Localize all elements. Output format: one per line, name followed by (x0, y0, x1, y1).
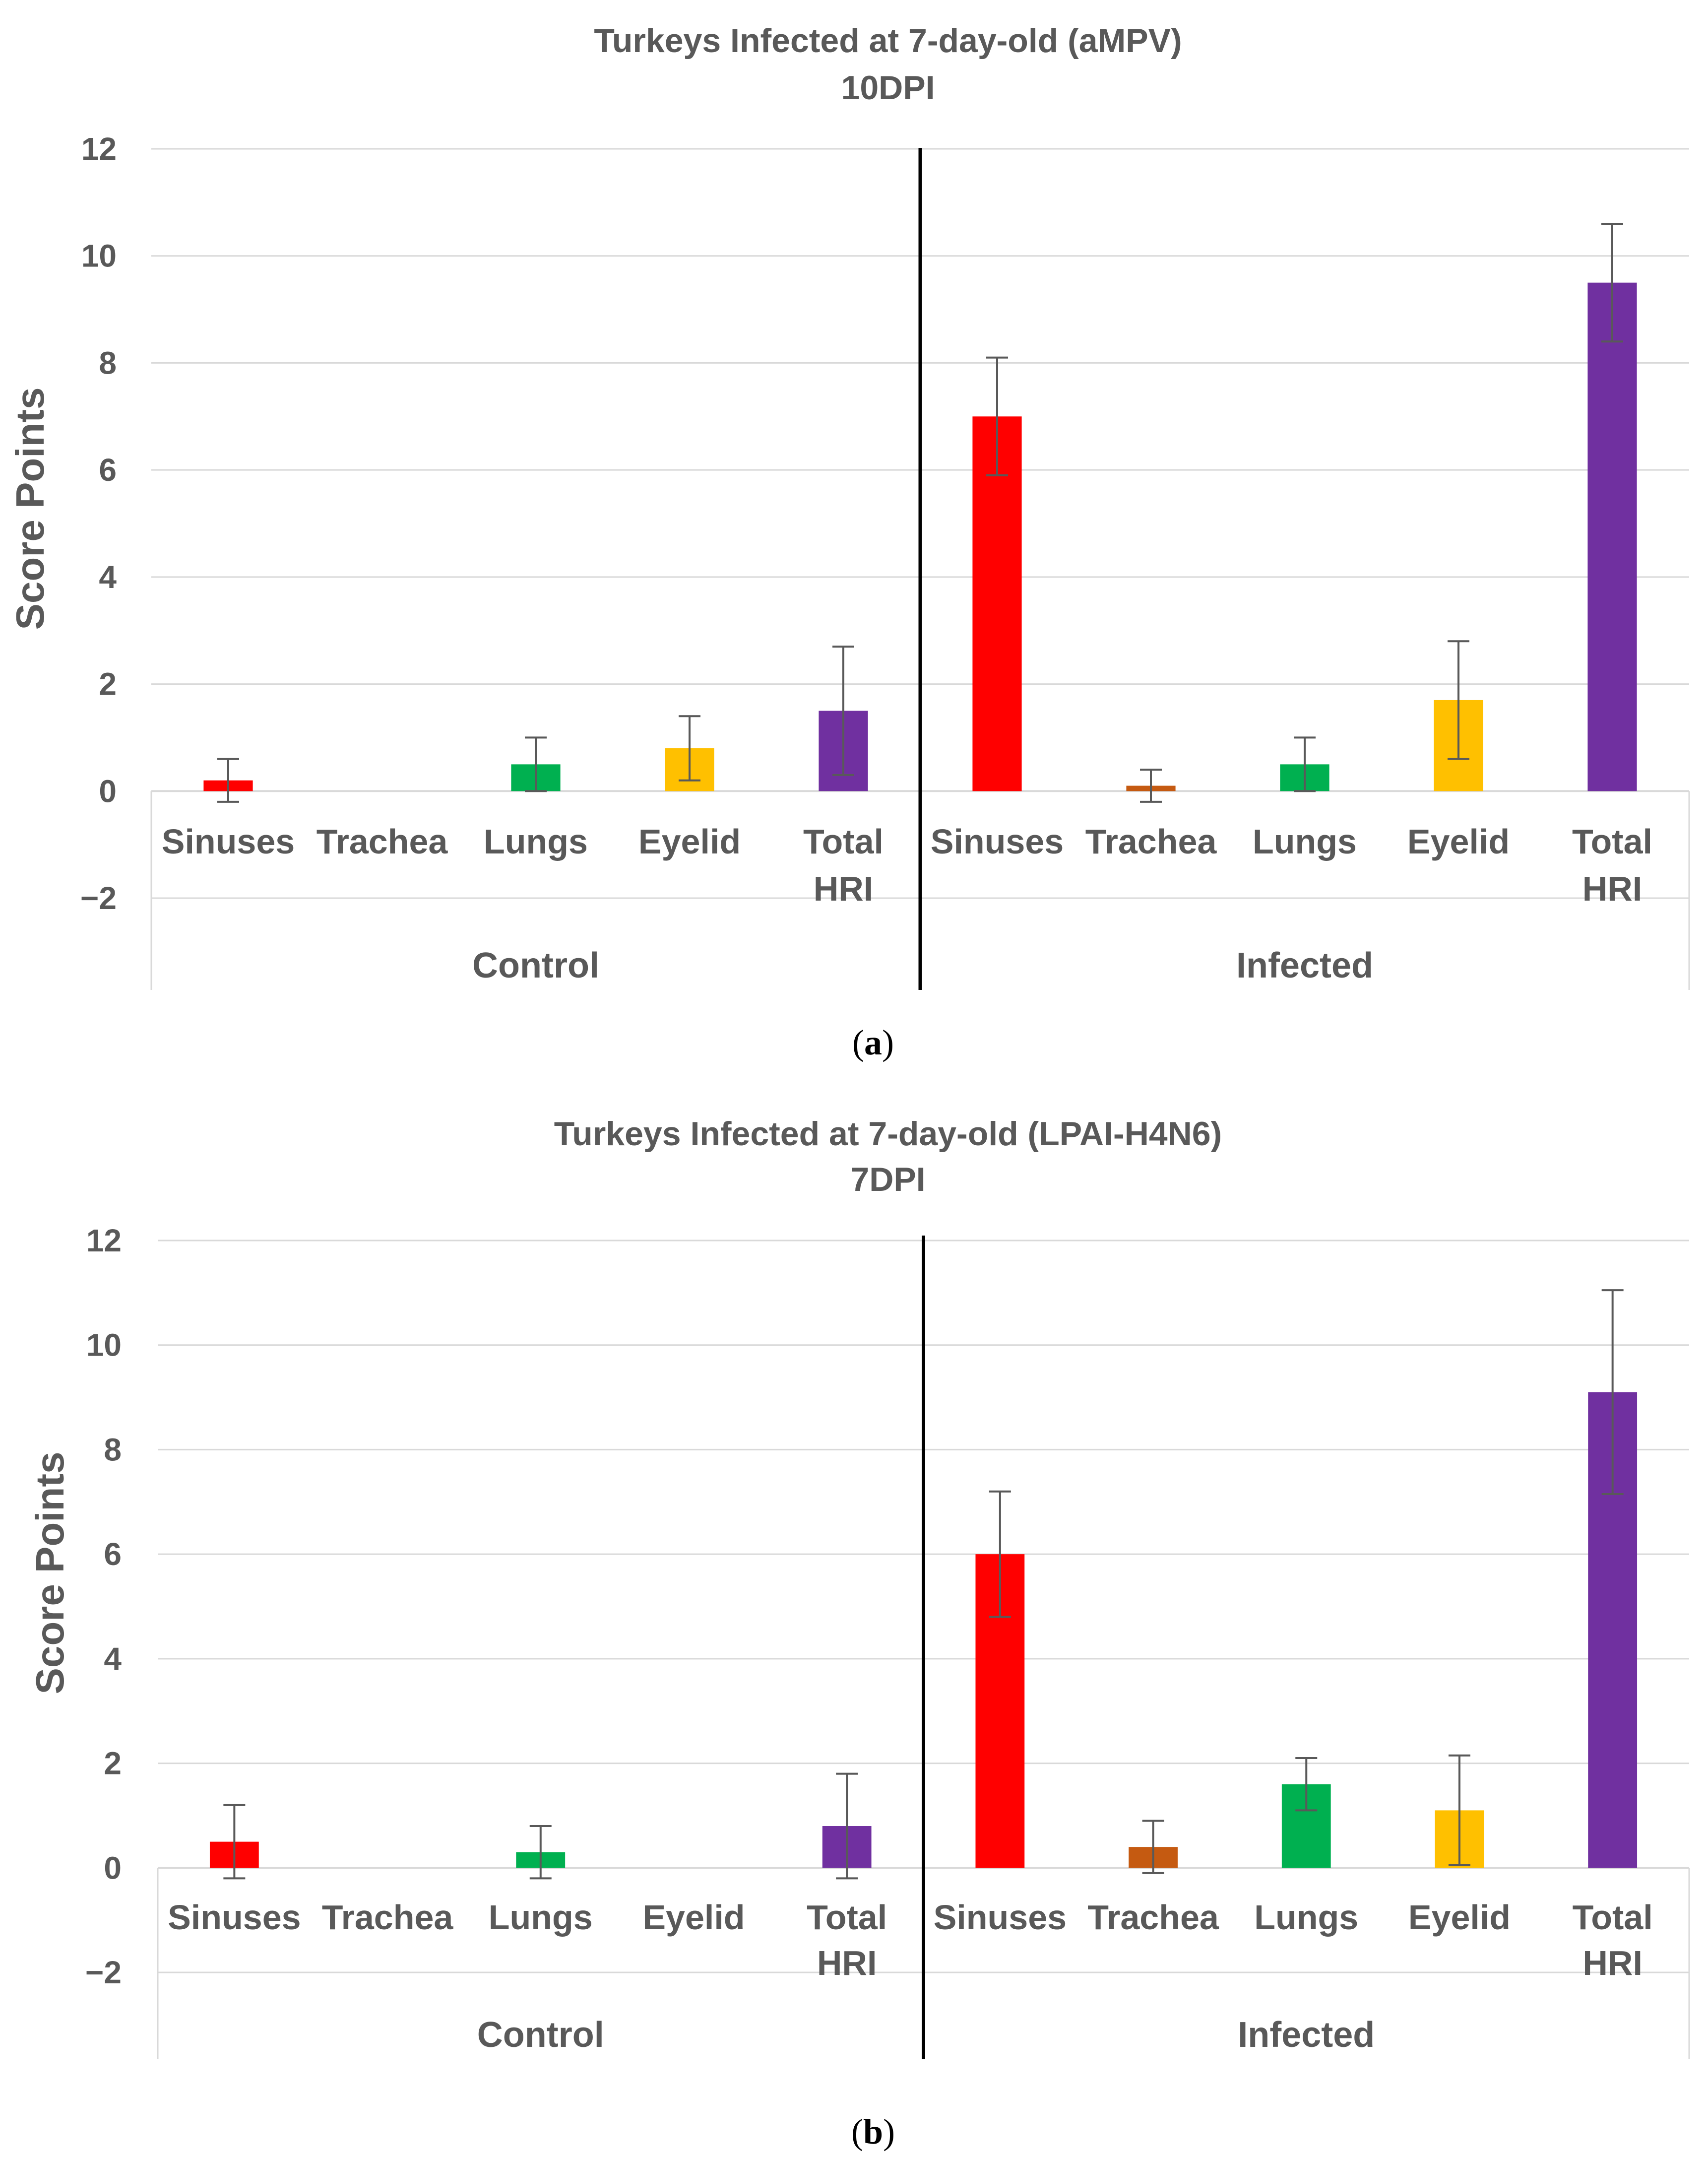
y-tick-label: 0 (104, 1850, 122, 1886)
category-label: Sinuses (162, 822, 295, 861)
bar-infected-total-hri (1587, 282, 1637, 791)
category-label: Trachea (1087, 1898, 1219, 1937)
chart-a-y-axis-title: Score Points (8, 387, 52, 630)
chart-b-subtitle: 7DPI (850, 1161, 925, 1198)
category-label: Total HRI (1572, 822, 1652, 908)
caption-a: (a) (852, 1023, 894, 1062)
category-label: Eyelid (1408, 1898, 1511, 1937)
error-bar (217, 758, 239, 803)
chart-a-y-ticks: −2 0 2 4 6 8 10 12 (80, 131, 117, 916)
chart-a-title: Turkeys Infected at 7-day-old (aMPV) (594, 22, 1182, 60)
category-label: Lungs (1254, 1898, 1358, 1937)
chart-a-frame (150, 791, 1690, 990)
category-label: Sinuses (168, 1898, 301, 1937)
category-label: Lungs (489, 1898, 593, 1937)
y-tick-label: 12 (86, 1223, 122, 1258)
y-tick-label: −2 (85, 1955, 122, 1990)
y-tick-label: 4 (99, 559, 117, 595)
error-bar (1601, 223, 1623, 343)
group-label-infected: Infected (1238, 2015, 1375, 2055)
category-label: Sinuses (934, 1898, 1067, 1937)
chart-b-y-ticks: −2 0 2 4 6 8 10 12 (85, 1223, 122, 1990)
y-tick-label: 4 (104, 1641, 122, 1677)
category-label: Trachea (316, 822, 448, 861)
error-bar (1601, 1289, 1624, 1495)
group-label-infected: Infected (1236, 946, 1373, 985)
chart-b-title: Turkeys Infected at 7-day-old (LPAI-H4N6… (554, 1115, 1222, 1153)
category-label: Eyelid (638, 822, 741, 861)
error-bar (1295, 1757, 1318, 1812)
error-bar (1140, 769, 1162, 803)
category-label: Lungs (484, 822, 588, 861)
y-tick-label: 6 (99, 452, 117, 488)
group-label-control: Control (472, 946, 599, 985)
chart-b-y-axis-title: Score Points (28, 1451, 72, 1694)
category-label: Trachea (1085, 822, 1217, 861)
category-label: Lungs (1253, 822, 1357, 861)
chart-a-error-bars (217, 223, 1623, 803)
error-bar (529, 1825, 552, 1880)
error-bar (1294, 736, 1316, 792)
error-bar (986, 356, 1008, 476)
category-label: Sinuses (931, 822, 1064, 861)
error-bar (679, 715, 700, 782)
y-tick-label: 6 (104, 1536, 122, 1572)
y-tick-label: −2 (80, 880, 117, 916)
chart-b-group-labels: Control Infected (477, 2015, 1375, 2055)
bar-infected-sinuses (972, 416, 1022, 791)
chart-panel-a: Turkeys Infected at 7-day-old (aMPV) 10D… (8, 22, 1690, 990)
category-label: Total HRI (1573, 1898, 1653, 1982)
y-tick-label: 8 (104, 1432, 122, 1467)
category-label: Trachea (322, 1898, 454, 1937)
error-bar (1142, 1820, 1164, 1874)
y-tick-label: 10 (81, 238, 117, 274)
error-bar (989, 1490, 1011, 1618)
category-label: Total HRI (807, 1898, 887, 1982)
chart-a-bars (203, 282, 1637, 791)
error-bar (223, 1804, 246, 1880)
chart-b-frame (157, 1868, 1690, 2059)
chart-b-bars (209, 1392, 1638, 1868)
y-tick-label: 12 (81, 131, 117, 167)
y-tick-label: 2 (104, 1746, 122, 1781)
y-tick-label: 8 (99, 345, 117, 381)
chart-a-category-labels: Sinuses Trachea Lungs Eyelid Total HRI Sinuses… (162, 822, 1652, 908)
y-tick-label: 0 (99, 773, 117, 809)
y-tick-label: 10 (86, 1327, 122, 1363)
group-label-control: Control (477, 2015, 604, 2055)
chart-panel-b: Turkeys Infected at 7-day-old (LPAI-H4N6… (28, 1115, 1690, 2059)
error-bar (1448, 1754, 1470, 1867)
error-bar (1448, 640, 1469, 760)
caption-b: (b) (851, 2112, 895, 2152)
category-label: Eyelid (642, 1898, 745, 1937)
error-bar (836, 1772, 858, 1880)
category-label: Eyelid (1407, 822, 1510, 861)
chart-b-error-bars (223, 1289, 1624, 1880)
error-bar (525, 736, 547, 792)
category-label: Total HRI (803, 822, 884, 908)
error-bar (832, 646, 854, 776)
y-tick-label: 2 (99, 666, 117, 702)
chart-a-group-labels: Control Infected (472, 946, 1373, 985)
chart-a-subtitle: 10DPI (841, 69, 935, 107)
chart-b-category-labels: Sinuses Trachea Lungs Eyelid Total HRI Sinuses… (168, 1898, 1653, 1982)
